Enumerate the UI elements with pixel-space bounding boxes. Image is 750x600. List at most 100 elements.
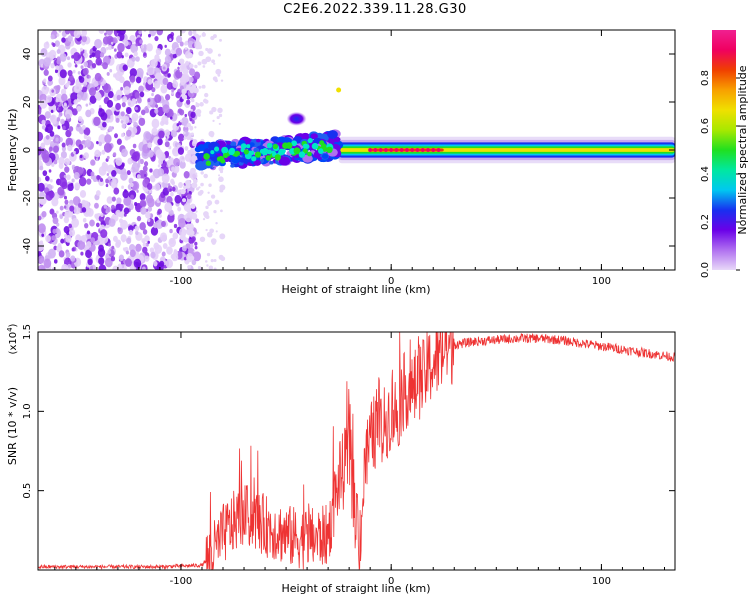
noise-mark xyxy=(95,158,99,162)
noise-mark xyxy=(183,202,191,212)
snr-line xyxy=(38,332,675,570)
echo-peak xyxy=(243,149,249,155)
noise-fringe xyxy=(189,212,193,216)
noise-mark xyxy=(169,38,172,42)
noise-mark xyxy=(160,84,168,94)
noise-mark xyxy=(77,116,83,122)
noise-mark xyxy=(138,117,146,127)
echo-mark xyxy=(253,159,262,166)
noise-mark xyxy=(81,124,86,130)
noise-fringe xyxy=(194,64,198,69)
noise-mark xyxy=(138,85,144,93)
line-core-dot xyxy=(404,148,409,152)
noise-mark xyxy=(100,229,108,239)
noise-fringe xyxy=(183,215,188,219)
noise-mark xyxy=(186,193,192,200)
noise-mark xyxy=(41,233,45,238)
noise-mark xyxy=(94,213,99,219)
noise-mark xyxy=(117,263,123,270)
noise-mark xyxy=(107,176,112,181)
noise-mark xyxy=(60,238,65,244)
noise-mark xyxy=(141,266,146,270)
noise-fringe xyxy=(215,221,218,225)
noise-mark xyxy=(72,196,81,206)
line-core-dot xyxy=(373,148,378,152)
noise-fringe xyxy=(207,202,211,207)
noise-mark xyxy=(107,242,111,247)
noise-mark xyxy=(139,39,143,44)
noise-mark xyxy=(45,87,50,92)
echo-peak xyxy=(261,148,269,155)
noise-mark xyxy=(112,152,117,157)
x-tick-label: -100 xyxy=(170,276,193,287)
noise-fringe xyxy=(201,58,208,65)
echo-peak xyxy=(298,151,306,158)
echo-mark xyxy=(278,156,291,166)
echo-peak xyxy=(272,143,279,150)
snr-frame xyxy=(37,331,676,571)
noise-mark xyxy=(43,41,50,49)
noise-mark xyxy=(133,121,138,128)
noise-fringe xyxy=(213,62,216,65)
y-tick-label: 1.5 xyxy=(22,324,33,340)
noise-mark xyxy=(39,195,47,205)
noise-mark xyxy=(64,199,69,205)
noise-mark xyxy=(41,148,47,155)
noise-mark xyxy=(139,199,146,207)
noise-fringe xyxy=(187,265,191,269)
echo-mark xyxy=(194,146,202,153)
noise-mark xyxy=(45,175,50,182)
noise-mark xyxy=(65,82,70,88)
noise-mark xyxy=(162,243,168,249)
noise-mark xyxy=(74,182,81,190)
noise-mark xyxy=(116,36,120,41)
noise-mark xyxy=(165,94,171,101)
noise-mark xyxy=(164,44,167,48)
noise-mark xyxy=(147,79,153,85)
y-tick-label: 0.5 xyxy=(22,483,33,499)
echo-peak xyxy=(265,155,272,161)
noise-mark xyxy=(171,166,176,172)
noise-mark xyxy=(129,249,136,258)
noise-mark xyxy=(162,77,169,86)
noise-mark xyxy=(175,91,181,99)
noise-mark xyxy=(171,186,176,192)
echo-peak xyxy=(251,156,257,162)
noise-mark xyxy=(155,72,162,80)
noise-mark xyxy=(139,91,145,98)
noise-mark xyxy=(146,65,155,76)
noise-mark xyxy=(131,162,140,173)
noise-mark xyxy=(88,87,96,97)
noise-mark xyxy=(173,157,181,167)
noise-mark xyxy=(183,256,187,261)
noise-fringe xyxy=(213,259,217,263)
echo-mark xyxy=(226,140,231,145)
echo-peak xyxy=(240,143,247,149)
noise-mark xyxy=(151,92,154,97)
noise-mark xyxy=(40,142,45,148)
spectrogram-x-axis: -100 0 100 xyxy=(54,30,665,287)
noise-mark xyxy=(104,32,107,36)
noise-mark xyxy=(149,168,153,173)
noise-mark xyxy=(41,119,46,126)
noise-mark xyxy=(103,83,111,94)
echo-peak xyxy=(249,150,255,156)
noise-mark xyxy=(114,133,118,139)
noise-fringe xyxy=(199,236,206,243)
noise-fringe xyxy=(198,85,202,89)
line-core-dot xyxy=(420,148,425,152)
noise-mark xyxy=(154,216,159,222)
noise-mark xyxy=(59,189,65,196)
noise-mark xyxy=(162,104,170,114)
noise-mark xyxy=(39,99,48,109)
noise-mark xyxy=(167,33,174,43)
noise-mark xyxy=(105,30,114,36)
noise-mark xyxy=(177,66,180,70)
noise-fringe xyxy=(215,68,222,75)
noise-mark xyxy=(38,255,45,264)
noise-fringe xyxy=(187,182,190,185)
noise-mark xyxy=(139,222,146,231)
noise-mark xyxy=(61,263,69,270)
noise-fringe xyxy=(219,38,222,42)
noise-mark xyxy=(90,159,96,166)
